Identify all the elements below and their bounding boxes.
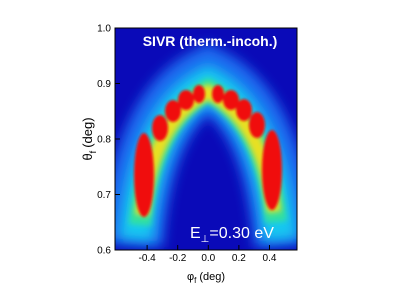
x-axis-label: φf (deg) (187, 271, 225, 285)
y-axis-label: θf (deg) (80, 117, 98, 160)
x-label-subscript: f (194, 276, 197, 285)
y-tick-label: 1.0 (97, 24, 111, 35)
x-label-unit: (deg) (199, 271, 225, 283)
x-tick-label: -0.2 (169, 253, 187, 264)
y-tick-label: 0.6 (97, 246, 111, 257)
y-label-subscript: f (88, 150, 98, 153)
x-tick-label: 0.2 (232, 253, 246, 264)
y-label-symbol: θ (80, 153, 95, 160)
heatmap (115, 28, 297, 250)
annotation-text: =0.30 eV (209, 225, 274, 242)
y-tick-label: 0.7 (97, 190, 111, 201)
annotation: E⊥=0.30 eV (190, 225, 274, 245)
y-label-unit: (deg) (80, 117, 95, 147)
x-label-symbol: φ (187, 271, 194, 283)
y-tick-label: 0.8 (97, 135, 111, 146)
x-tick-label: 0.4 (263, 253, 277, 264)
y-tick-label: 0.9 (97, 79, 111, 90)
x-tick-label: -0.4 (139, 253, 157, 264)
annotation: SIVR (therm.-incoh.) (143, 33, 278, 49)
x-tick-label: 0.0 (201, 253, 215, 264)
annotation-subscript: ⊥ (201, 234, 210, 245)
annotation-symbol: E (190, 225, 201, 242)
